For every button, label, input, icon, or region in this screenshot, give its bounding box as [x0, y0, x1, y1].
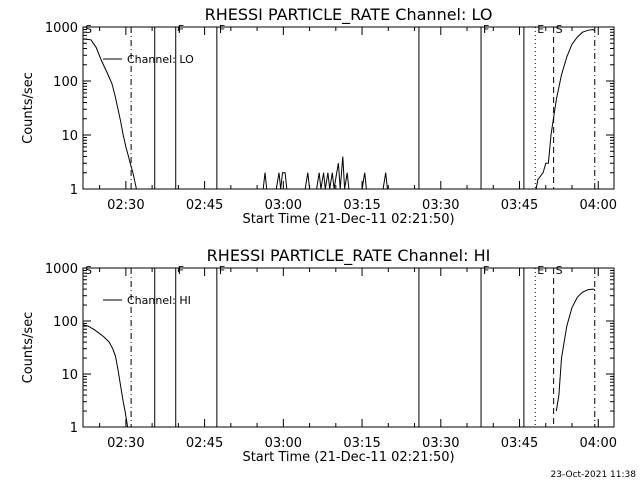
- panel2-x-tick-label: 04:00: [580, 436, 617, 451]
- panel1-x-tick-label: 02:30: [107, 198, 144, 213]
- panel2-y-axis-label: Counts/sec: [21, 312, 36, 384]
- panel1-marker-label: F: [178, 23, 184, 36]
- panel2-x-tick-label: 03:15: [343, 436, 380, 451]
- panel1-marker-label: F: [219, 23, 225, 36]
- panel2-y-tick-label: 100: [53, 315, 78, 330]
- panel1-x-tick-label: 02:45: [186, 198, 223, 213]
- panel2-x-tick-label: 02:30: [107, 436, 144, 451]
- panel2-y-axis: [83, 267, 614, 428]
- panel1-x-tick-label: 03:00: [265, 198, 302, 213]
- panel1-y-axis-label: Counts/sec: [21, 72, 36, 144]
- panel2-x-tick-label: 03:30: [422, 436, 459, 451]
- panel1-x-tick-label: 03:45: [501, 198, 538, 213]
- panel1-series-line: [262, 172, 268, 190]
- panel1-y-tick-label: 100: [53, 75, 78, 90]
- plot-timestamp: 23-Oct-2021 11:38: [551, 470, 637, 480]
- panel1-legend-label: Channel: LO: [127, 53, 194, 66]
- panel1-plot-frame: [82, 26, 615, 190]
- panel1-marker-label: F: [483, 23, 489, 36]
- panel1-y-tick-label: 1000: [45, 21, 78, 36]
- panel2-x-tick-label: 02:45: [186, 436, 223, 451]
- panel2-y-tick-label: 1000: [45, 262, 78, 277]
- panel1-series-line: [361, 172, 367, 190]
- panel1-y-tick-label: 1: [70, 183, 78, 198]
- panel2-marker-label: E: [537, 264, 544, 277]
- panel2-title: RHESSI PARTICLE_RATE Channel: HI: [207, 246, 491, 266]
- panel1-x-axis: [99, 27, 599, 189]
- panel1-x-axis-label: Start Time (21-Dec-11 02:21:50): [242, 212, 454, 227]
- panel1-series-line: [316, 156, 350, 190]
- panel1-title: RHESSI PARTICLE_RATE Channel: LO: [205, 5, 493, 25]
- panel1-marker-label: S: [556, 23, 563, 36]
- panel1-series-line: [304, 172, 311, 190]
- panel2-plot-frame: [82, 267, 615, 428]
- panel2-series-line: [555, 288, 595, 412]
- panel1-x-tick-label: 03:15: [343, 198, 380, 213]
- panel2-series-line: [82, 324, 129, 428]
- panel1-series-line: [382, 172, 388, 190]
- panel1-y-tick-label: 10: [61, 129, 78, 144]
- panel1-marker-label: E: [537, 23, 544, 36]
- panel1-x-tick-label: 04:00: [580, 198, 617, 213]
- panel2-marker-label: F: [483, 264, 489, 277]
- panel2-x-axis: [99, 268, 599, 427]
- panel2-y-tick-label: 1: [70, 421, 78, 436]
- panel1-series-line: [82, 38, 137, 190]
- panel1-marker-label: S: [85, 23, 92, 36]
- panel1-y-axis: [83, 26, 614, 190]
- panel2-marker-label: S: [556, 264, 563, 277]
- panel2-legend-label: Channel: HI: [127, 294, 191, 307]
- panel1-series-line: [275, 172, 288, 190]
- panel2-marker-label: F: [219, 264, 225, 277]
- panel2-x-tick-label: 03:00: [265, 436, 302, 451]
- panel2-x-axis-label: Start Time (21-Dec-11 02:21:50): [242, 450, 454, 465]
- panel2-y-tick-label: 10: [61, 368, 78, 383]
- panel1-x-tick-label: 03:30: [422, 198, 459, 213]
- panel1-series-line: [535, 28, 596, 190]
- panel2-marker-label: S: [85, 264, 92, 277]
- panel2-x-tick-label: 03:45: [501, 436, 538, 451]
- panel2-marker-label: F: [178, 264, 184, 277]
